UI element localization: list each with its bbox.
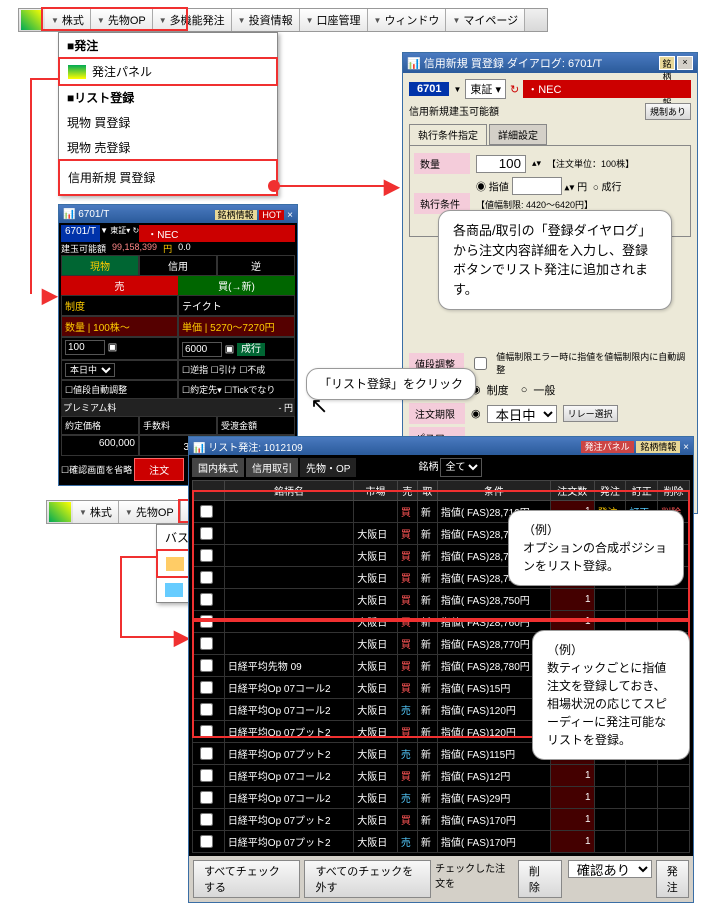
qty-unit: 【注文単位：100株】	[547, 157, 634, 170]
exp-select[interactable]: 本日中	[65, 363, 115, 377]
qty-input[interactable]	[476, 155, 526, 173]
dialog-titlebar: 📊 信用新規 買登録 ダイアログ: 6701/T 銘柄情報×	[403, 53, 697, 73]
list-footer: すべてチェックする すべてのチェックを外す チェックした注文を 削 除 確認あり…	[189, 856, 693, 902]
tab2-futures[interactable]: ▼先物OP	[119, 501, 181, 523]
stock-code: 6701	[409, 82, 449, 96]
tab-fop[interactable]: 先物・OP	[300, 458, 356, 477]
callout-example2: （例） 数ティックごとに指値注文を登録しておき、相場状況の応じてスピーディーに発…	[532, 630, 690, 760]
margin-label: 信用新規建玉可能額	[409, 103, 499, 120]
connector-h2	[120, 556, 156, 558]
menu-spot-sell[interactable]: 現物 売登録	[59, 135, 277, 160]
price-input[interactable]	[512, 177, 562, 195]
market-select[interactable]: 東証 ▾	[465, 79, 506, 99]
filter-select[interactable]: 全て	[440, 458, 482, 477]
table-row[interactable]: 日経平均Op 07プット2大阪日買新指値( FAS)170円1	[193, 809, 690, 831]
dropdown-header-order: ■発注	[59, 33, 277, 58]
check-all-btn[interactable]: すべてチェックする	[193, 860, 300, 898]
panel-titlebar: 📊 6701/T 銘柄情報 HOT ×	[59, 205, 297, 223]
menu-spot-buy[interactable]: 現物 買登録	[59, 110, 277, 135]
table-row[interactable]: 大阪日買新指値( FAS)28,750円1	[193, 589, 690, 611]
menu-order-panel[interactable]: 発注パネル	[58, 57, 278, 86]
stock-name: ・NEC	[523, 80, 691, 98]
exec-btn[interactable]: 成行	[237, 343, 265, 356]
spinner-icon[interactable]: ▴▾	[532, 158, 541, 169]
arrow-right: ▶	[384, 174, 399, 199]
table-row[interactable]: 日経平均Op 07コール2大阪日買新指値( FAS)12円1	[193, 765, 690, 787]
dropdown-header-list: ■リスト登録	[59, 85, 277, 110]
table-row[interactable]: 日経平均Op 07プット2大阪日売新指値( FAS)170円1	[193, 831, 690, 853]
qty-label: 数量	[414, 153, 470, 174]
app-logo	[49, 502, 71, 522]
tab-reverse[interactable]: 逆	[217, 255, 295, 276]
info-button[interactable]: 銘柄情報	[659, 56, 675, 70]
table-row[interactable]: 日経平均Op 07コール2大阪日売新指値( FAS)29円1	[193, 787, 690, 809]
tab-detail[interactable]: 詳細設定	[489, 124, 547, 145]
tab-spot[interactable]: 現物	[61, 255, 139, 276]
delete-btn[interactable]: 削 除	[518, 860, 562, 898]
arrow-panel: ▶	[42, 283, 57, 308]
board-icon	[165, 583, 183, 597]
tab-exec[interactable]: 執行条件指定	[409, 124, 487, 145]
tab-window[interactable]: ▼ウィンドウ	[368, 9, 447, 31]
tab-mypage[interactable]: ▼マイページ	[446, 9, 525, 31]
dialog-icon: 📊	[407, 58, 421, 70]
connector-h3	[120, 636, 180, 638]
tab2-stock[interactable]: ▼株式	[73, 501, 119, 523]
tab-account[interactable]: ▼口座管理	[300, 9, 368, 31]
dropdown-icon[interactable]: ▼	[453, 85, 461, 94]
list-titlebar: 📊 リスト発注: 1012109 発注パネル 銘柄情報 ×	[189, 437, 693, 455]
ocx-price[interactable]	[182, 342, 222, 357]
cursor-icon: ↖	[310, 393, 328, 419]
exp-label: 注文期限	[409, 403, 465, 424]
exp-select[interactable]: 本日中	[487, 405, 557, 423]
highlight-tabs	[41, 7, 188, 31]
restriction-btn[interactable]: 規制あり	[645, 103, 691, 120]
tab-domestic[interactable]: 国内株式	[192, 458, 244, 477]
connector-v2	[120, 556, 122, 636]
buy-tab[interactable]: 買(→新)	[178, 276, 295, 295]
callout-example1: （例） オプションの合成ポジションをリスト登録。	[508, 510, 684, 586]
panel-icon	[68, 65, 86, 79]
refresh-icon[interactable]: ↻	[510, 83, 519, 96]
menu-margin-buy[interactable]: 信用新規 買登録	[58, 159, 278, 196]
connector-line	[278, 185, 388, 187]
stock-dropdown: ■発注 発注パネル ■リスト登録 現物 買登録 現物 売登録 信用新規 買登録	[58, 32, 278, 196]
tab-margin[interactable]: 信用取引	[246, 458, 298, 477]
tab-info[interactable]: ▼投資情報	[232, 9, 300, 31]
order-btn[interactable]: 注文	[134, 458, 184, 481]
callout-click: 「リスト登録」をクリック	[306, 368, 476, 400]
connector-h1	[30, 78, 58, 80]
close-icon[interactable]: ×	[677, 56, 693, 70]
confirm-select[interactable]: 確認あり	[568, 860, 652, 878]
sell-tab[interactable]: 売	[61, 276, 178, 295]
tab-margin[interactable]: 信用	[139, 255, 217, 276]
uncheck-all-btn[interactable]: すべてのチェックを外す	[304, 860, 431, 898]
app-logo	[21, 10, 43, 30]
connector-v1	[30, 78, 32, 294]
ocx-qty[interactable]	[65, 340, 105, 355]
relay-btn[interactable]: リレー選択	[563, 405, 618, 422]
adj-check[interactable]	[474, 357, 487, 370]
list-icon	[166, 557, 184, 571]
callout-register: 各商品/取引の「登録ダイヤログ」から注文内容詳細を入力し、登録ボタンでリスト発注…	[438, 210, 672, 310]
submit-btn[interactable]: 発 注	[656, 860, 689, 898]
